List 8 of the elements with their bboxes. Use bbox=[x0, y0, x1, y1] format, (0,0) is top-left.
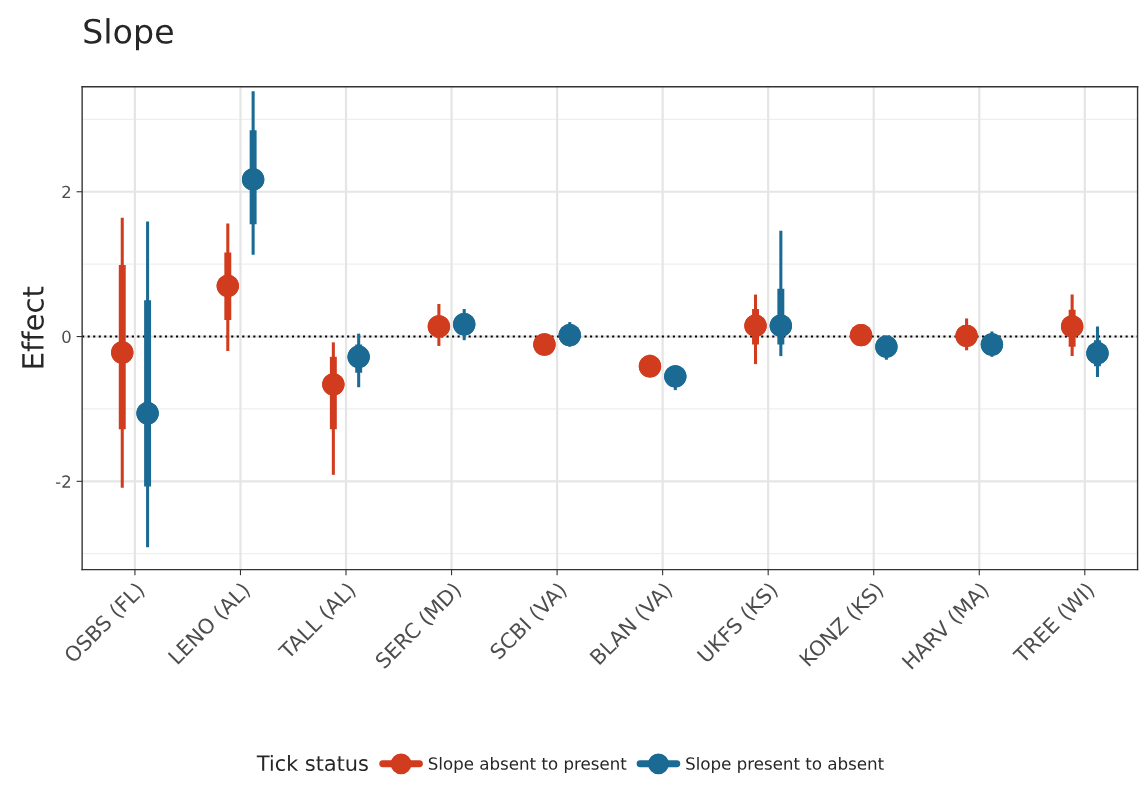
legend-label: Slope present to absent bbox=[686, 756, 884, 774]
legend-title: Tick status bbox=[256, 754, 368, 772]
y-tick-label: 0 bbox=[62, 330, 71, 344]
y-tick-label: -2 bbox=[55, 475, 71, 488]
legend-label: Slope absent to present bbox=[428, 756, 627, 774]
y-tick-label: 2 bbox=[62, 185, 71, 199]
y-axis-title: Effect bbox=[21, 286, 44, 368]
chart-title: Slope bbox=[84, 18, 173, 51]
